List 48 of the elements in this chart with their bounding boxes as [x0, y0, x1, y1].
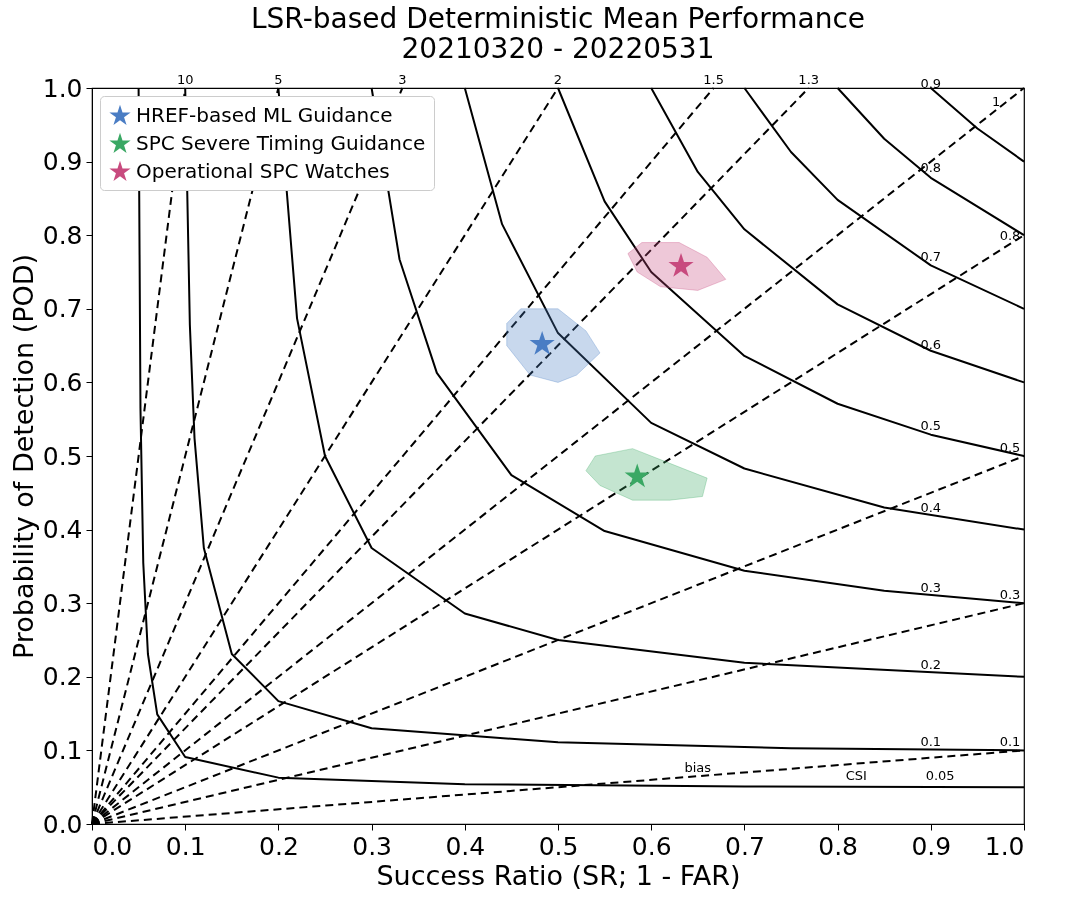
annotation: 3	[398, 72, 407, 87]
x-tick-label: 0.6	[631, 831, 672, 861]
y-axis-title: Probability of Detection (POD)	[7, 253, 39, 660]
legend-label: SPC Severe Timing Guidance	[136, 131, 426, 155]
annotation: 1.5	[703, 72, 724, 87]
x-tick-label: 0.9	[911, 831, 952, 861]
chart-subtitle: 20210320 - 20220531	[401, 32, 715, 65]
annotation: 0.4	[920, 499, 942, 515]
x-tick-label: 0.3	[352, 831, 392, 861]
legend-label: HREF-based ML Guidance	[136, 103, 393, 127]
y-tick-label: 0.3	[42, 588, 83, 618]
annotation: 10	[176, 72, 194, 87]
y-tick-label: 0.5	[42, 441, 83, 471]
x-axis-title: Success Ratio (SR; 1 - FAR)	[376, 859, 741, 891]
x-tick-label: 0.7	[725, 831, 765, 861]
annotation: 1.3	[798, 72, 820, 87]
y-tick-label: 0.9	[42, 147, 83, 177]
y-tick-label: 0.6	[42, 367, 83, 397]
annotation: 1	[991, 94, 1001, 110]
y-tick-label: 0.4	[42, 515, 83, 545]
y-tick-label: 0.1	[42, 735, 83, 765]
x-tick-label: 0.0	[92, 831, 133, 861]
y-tick-label: 0.8	[42, 220, 83, 250]
x-tick-label: 0.4	[445, 831, 486, 861]
annotation: 0.3	[920, 579, 942, 595]
y-tick-label: 0.0	[42, 809, 83, 839]
annotation: 0.6	[920, 336, 942, 352]
x-tick-label: 0.2	[259, 831, 299, 861]
chart-title: LSR-based Deterministic Mean Performance	[250, 2, 866, 35]
annotation: 5	[274, 72, 283, 87]
annotation: 0.1	[920, 733, 942, 749]
x-tick-label: 0.8	[818, 831, 858, 861]
annotation: bias	[684, 760, 712, 776]
annotation: CSI	[845, 767, 867, 783]
x-tick-label: 0.1	[165, 831, 206, 861]
x-tick-label: 1.0	[984, 831, 1025, 861]
x-tick-label: 0.5	[538, 831, 579, 861]
y-tick-label: 1.0	[42, 73, 83, 103]
annotation: 0.05	[925, 767, 955, 783]
annotation: 0.1	[999, 734, 1021, 750]
y-tick-label: 0.7	[42, 294, 83, 324]
annotation: 2	[553, 72, 563, 87]
annotation: 0.3	[999, 587, 1021, 603]
annotation: 0.2	[920, 657, 942, 673]
annotation: 0.5	[920, 417, 942, 433]
legend-label: Operational SPC Watches	[136, 159, 390, 183]
y-tick-label: 0.2	[42, 662, 83, 692]
annotation: 0.9	[920, 75, 942, 91]
